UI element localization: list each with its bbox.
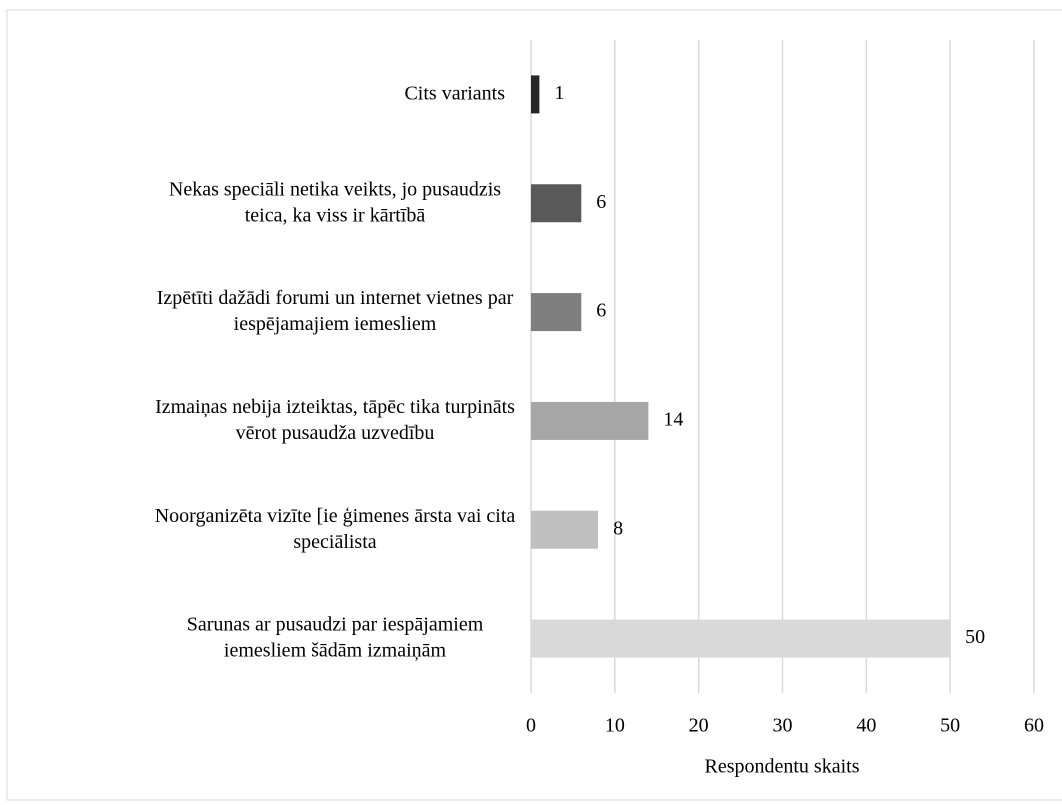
bar xyxy=(531,401,649,440)
bar xyxy=(531,75,540,114)
data-label: 1 xyxy=(554,82,564,104)
data-label: 50 xyxy=(965,626,985,648)
data-label: 6 xyxy=(596,300,606,322)
x-tick-label: 10 xyxy=(605,715,625,737)
bar xyxy=(531,510,599,549)
y-tick-label: Izmaiņas nebija izteiktas, tāpēc tika tu… xyxy=(155,396,515,444)
bar xyxy=(531,184,582,223)
x-tick-label: 30 xyxy=(773,715,793,737)
y-tick-label: Cits variants xyxy=(404,82,505,104)
x-tick-label: 50 xyxy=(940,715,960,737)
bar xyxy=(531,293,582,332)
y-tick-label: Noorganizēta vizīte [ie ģimenes ārsta va… xyxy=(155,504,516,552)
data-label: 8 xyxy=(613,517,623,539)
x-tick-label: 40 xyxy=(856,715,876,737)
chart-border xyxy=(6,9,1062,801)
x-tick-label: 20 xyxy=(689,715,709,737)
data-label: 6 xyxy=(596,191,606,213)
y-tick-label: Sarunas ar pusaudzi par iespājamiem iemes… xyxy=(187,613,484,661)
data-label: 14 xyxy=(663,409,683,431)
x-tick-label: 0 xyxy=(526,715,536,737)
x-tick-label: 60 xyxy=(1024,715,1044,737)
x-axis-label: Respondentu skaits xyxy=(705,756,860,778)
y-tick-label: Izpētīti dažādi forumi un internet vietn… xyxy=(157,287,514,335)
y-tick-label: Nekas speciāli netika veikts, jo pusaudz… xyxy=(169,178,501,226)
bar xyxy=(531,619,951,658)
